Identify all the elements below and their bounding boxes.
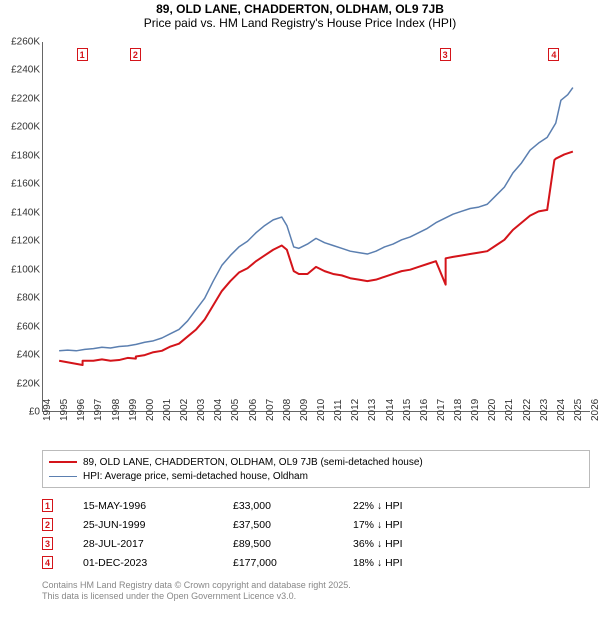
y-tick-label: £60K bbox=[2, 321, 40, 332]
x-tick-label: 1994 bbox=[42, 411, 53, 421]
sales-row: 1 15-MAY-1996£33,00022% ↓ HPI bbox=[42, 496, 590, 515]
x-tick-label: 2011 bbox=[333, 411, 344, 421]
sales-row-price: £177,000 bbox=[233, 557, 353, 569]
legend: 89, OLD LANE, CHADDERTON, OLDHAM, OL9 7J… bbox=[42, 450, 590, 488]
sales-row-pct: 17% ↓ HPI bbox=[353, 519, 493, 531]
x-tick-label: 2021 bbox=[504, 411, 515, 421]
sale-marker-1: 1 bbox=[77, 48, 88, 61]
x-tick-label: 2015 bbox=[402, 411, 413, 421]
x-tick-label: 2007 bbox=[265, 411, 276, 421]
y-tick-label: £140K bbox=[2, 207, 40, 218]
x-tick-label: 2013 bbox=[367, 411, 378, 421]
sales-table: 1 15-MAY-1996£33,00022% ↓ HPI 2 25-JUN-1999… bbox=[42, 496, 590, 572]
y-tick-label: £20K bbox=[2, 378, 40, 389]
sales-row: 4 01-DEC-2023£177,00018% ↓ HPI bbox=[42, 553, 590, 572]
x-tick-label: 2004 bbox=[213, 411, 224, 421]
x-tick-label: 2017 bbox=[436, 411, 447, 421]
y-tick-label: £120K bbox=[2, 236, 40, 247]
sales-row-marker: 3 bbox=[42, 537, 53, 550]
legend-row: HPI: Average price, semi-detached house,… bbox=[49, 469, 583, 483]
sales-row-date: 01-DEC-2023 bbox=[83, 557, 233, 569]
sales-row-date: 25-JUN-1999 bbox=[83, 519, 233, 531]
y-tick-label: £200K bbox=[2, 122, 40, 133]
x-tick-label: 2006 bbox=[248, 411, 259, 421]
series-lines bbox=[42, 42, 590, 412]
sales-row-pct: 22% ↓ HPI bbox=[353, 500, 493, 512]
attribution: Contains HM Land Registry data © Crown c… bbox=[42, 580, 351, 603]
x-tick-label: 2001 bbox=[162, 411, 173, 421]
legend-swatch bbox=[49, 476, 77, 477]
sale-marker-3: 3 bbox=[440, 48, 451, 61]
title-block: 89, OLD LANE, CHADDERTON, OLDHAM, OL9 7J… bbox=[0, 0, 600, 30]
x-tick-label: 1996 bbox=[76, 411, 87, 421]
title-subtitle: Price paid vs. HM Land Registry's House … bbox=[0, 16, 600, 30]
x-tick-label: 2002 bbox=[179, 411, 190, 421]
y-tick-label: £260K bbox=[2, 37, 40, 48]
x-tick-label: 2016 bbox=[419, 411, 430, 421]
sales-row-pct: 36% ↓ HPI bbox=[353, 538, 493, 550]
y-tick-label: £160K bbox=[2, 179, 40, 190]
x-tick-label: 2019 bbox=[470, 411, 481, 421]
x-tick-label: 1997 bbox=[93, 411, 104, 421]
sales-row-price: £33,000 bbox=[233, 500, 353, 512]
sale-marker-2: 2 bbox=[130, 48, 141, 61]
x-tick-label: 2005 bbox=[230, 411, 241, 421]
sales-row: 3 28-JUL-2017£89,50036% ↓ HPI bbox=[42, 534, 590, 553]
x-tick-label: 2024 bbox=[556, 411, 567, 421]
legend-label: HPI: Average price, semi-detached house,… bbox=[83, 471, 308, 482]
sales-row-date: 15-MAY-1996 bbox=[83, 500, 233, 512]
y-tick-label: £40K bbox=[2, 350, 40, 361]
y-tick-label: £80K bbox=[2, 293, 40, 304]
x-tick-label: 2026 bbox=[590, 411, 600, 421]
legend-swatch bbox=[49, 461, 77, 463]
attribution-line1: Contains HM Land Registry data © Crown c… bbox=[42, 580, 351, 591]
x-tick-label: 2012 bbox=[350, 411, 361, 421]
legend-label: 89, OLD LANE, CHADDERTON, OLDHAM, OL9 7J… bbox=[83, 457, 423, 468]
x-tick-label: 2014 bbox=[385, 411, 396, 421]
legend-row: 89, OLD LANE, CHADDERTON, OLDHAM, OL9 7J… bbox=[49, 455, 583, 469]
sales-row-price: £89,500 bbox=[233, 538, 353, 550]
y-tick-label: £240K bbox=[2, 65, 40, 76]
chart-container: 89, OLD LANE, CHADDERTON, OLDHAM, OL9 7J… bbox=[0, 0, 600, 620]
series-hpi bbox=[59, 88, 573, 351]
x-tick-label: 2023 bbox=[539, 411, 550, 421]
x-tick-label: 1998 bbox=[111, 411, 122, 421]
x-tick-label: 2025 bbox=[573, 411, 584, 421]
y-tick-label: £100K bbox=[2, 264, 40, 275]
sales-row: 2 25-JUN-1999£37,50017% ↓ HPI bbox=[42, 515, 590, 534]
x-tick-label: 2018 bbox=[453, 411, 464, 421]
title-address: 89, OLD LANE, CHADDERTON, OLDHAM, OL9 7J… bbox=[0, 2, 600, 16]
series-price_paid bbox=[59, 152, 573, 365]
x-tick-label: 2022 bbox=[522, 411, 533, 421]
y-tick-label: £0 bbox=[2, 407, 40, 418]
x-tick-label: 1999 bbox=[128, 411, 139, 421]
sales-row-price: £37,500 bbox=[233, 519, 353, 531]
sales-row-marker: 2 bbox=[42, 518, 53, 531]
x-tick-label: 2009 bbox=[299, 411, 310, 421]
sales-row-marker: 4 bbox=[42, 556, 53, 569]
x-tick-label: 2010 bbox=[316, 411, 327, 421]
sales-row-date: 28-JUL-2017 bbox=[83, 538, 233, 550]
x-tick-label: 1995 bbox=[59, 411, 70, 421]
sale-marker-4: 4 bbox=[548, 48, 559, 61]
y-tick-label: £220K bbox=[2, 93, 40, 104]
sales-row-marker: 1 bbox=[42, 499, 53, 512]
x-tick-label: 2020 bbox=[487, 411, 498, 421]
y-tick-label: £180K bbox=[2, 150, 40, 161]
attribution-line2: This data is licensed under the Open Gov… bbox=[42, 591, 351, 602]
sales-row-pct: 18% ↓ HPI bbox=[353, 557, 493, 569]
x-tick-label: 2003 bbox=[196, 411, 207, 421]
x-tick-label: 2000 bbox=[145, 411, 156, 421]
x-tick-label: 2008 bbox=[282, 411, 293, 421]
